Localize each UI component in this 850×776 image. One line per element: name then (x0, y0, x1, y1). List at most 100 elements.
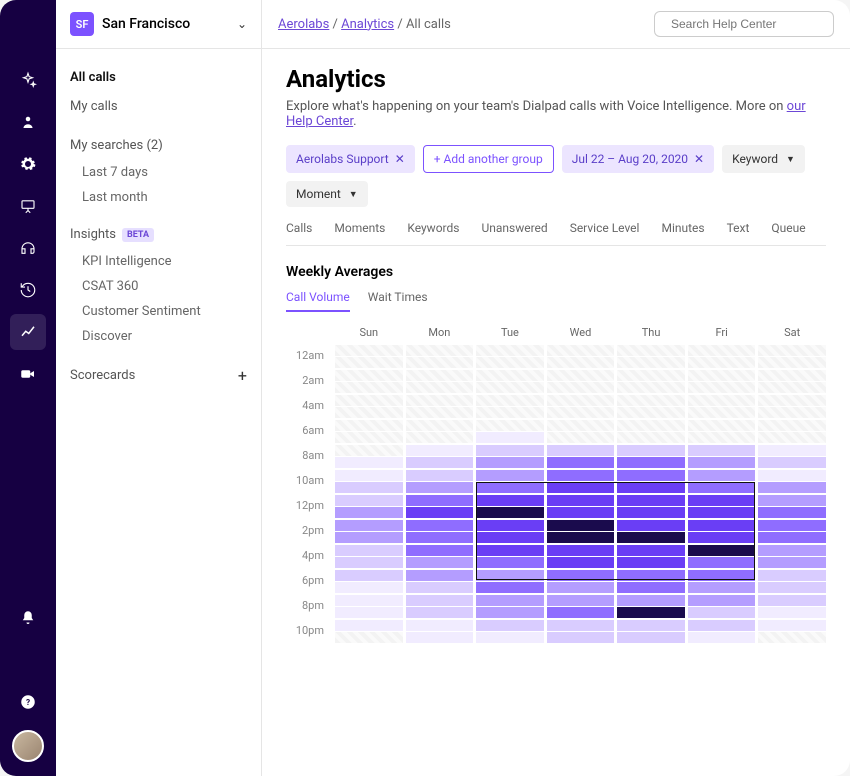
tab-minutes[interactable]: Minutes (661, 221, 704, 245)
headset-icon[interactable] (10, 230, 46, 266)
tab-service-level[interactable]: Service Level (570, 221, 640, 245)
heatmap-cell (547, 345, 615, 367)
heatmap-cell (406, 470, 474, 492)
search-field[interactable] (671, 17, 826, 31)
heatmap-cell (406, 445, 474, 467)
heatmap-cell (335, 345, 403, 367)
heatmap-cell (476, 495, 544, 517)
subtab-wait-times[interactable]: Wait Times (368, 290, 428, 312)
heatmap-cell (758, 520, 826, 542)
heatmap-cell (335, 595, 403, 617)
heatmap-cell (406, 395, 474, 417)
heatmap-hour-label: 10am (286, 470, 332, 492)
sidebar-all-calls[interactable]: All calls (56, 63, 261, 92)
heatmap-cell (688, 395, 756, 417)
tab-text[interactable]: Text (727, 221, 750, 245)
tab-unanswered[interactable]: Unanswered (481, 221, 547, 245)
add-group-button[interactable]: + Add another group (423, 145, 554, 173)
heatmap-hour-label: 4am (286, 395, 332, 417)
heatmap-cell (547, 445, 615, 467)
location-badge: SF (70, 12, 94, 36)
heatmap-cell (547, 420, 615, 442)
close-icon[interactable]: ✕ (395, 152, 405, 166)
sidebar-insights[interactable]: Insights BETA (56, 220, 261, 249)
chevron-down-icon: ▼ (786, 154, 795, 165)
presentation-icon[interactable] (10, 188, 46, 224)
heatmap-cell (547, 620, 615, 642)
sidebar-search-item[interactable]: Last 7 days (56, 160, 261, 185)
heatmap-cell (406, 595, 474, 617)
location-selector[interactable]: SF San Francisco ⌄ (56, 0, 261, 49)
heatmap-hour-label: 2pm (286, 520, 332, 542)
video-icon[interactable] (10, 356, 46, 392)
topbar: Aerolabs / Analytics / All calls (262, 0, 850, 49)
heatmap-cell (335, 420, 403, 442)
page-title: Analytics (286, 65, 826, 93)
heatmap-day-label: Sun (335, 326, 403, 339)
heatmap-cell (758, 495, 826, 517)
heatmap-cell (617, 545, 685, 567)
filter-group-chip[interactable]: Aerolabs Support ✕ (286, 145, 415, 173)
heatmap-hour-label: 8pm (286, 595, 332, 617)
filter-moment[interactable]: Moment▼ (286, 181, 368, 207)
heatmap-cell (758, 395, 826, 417)
heatmap-cell (406, 495, 474, 517)
heatmap-cell (335, 545, 403, 567)
heatmap-cell (335, 520, 403, 542)
heatmap-cell (547, 370, 615, 392)
gear-icon[interactable] (10, 146, 46, 182)
analytics-icon[interactable] (10, 314, 46, 350)
heatmap-cell (617, 570, 685, 592)
heatmap-day-label: Wed (547, 326, 615, 339)
bell-icon[interactable] (10, 600, 46, 636)
filter-date-chip[interactable]: Jul 22 – Aug 20, 2020 ✕ (562, 145, 714, 173)
sparkle-icon[interactable] (10, 62, 46, 98)
heatmap-cell (476, 470, 544, 492)
sidebar-insight-item[interactable]: KPI Intelligence (56, 249, 261, 274)
heatmap-cell (406, 345, 474, 367)
user-avatar[interactable] (12, 730, 44, 762)
heatmap-hour-label: 4pm (286, 545, 332, 567)
tab-moments[interactable]: Moments (334, 221, 385, 245)
main: Aerolabs / Analytics / All calls Analyti… (262, 0, 850, 776)
filter-keyword[interactable]: Keyword▼ (722, 145, 805, 173)
sidebar-scorecards[interactable]: Scorecards + (56, 359, 261, 392)
close-icon[interactable]: ✕ (694, 152, 704, 166)
tab-keywords[interactable]: Keywords (407, 221, 459, 245)
person-icon[interactable] (10, 104, 46, 140)
sidebar-my-searches[interactable]: My searches (2) (56, 131, 261, 160)
history-icon[interactable] (10, 272, 46, 308)
heatmap-cell (758, 345, 826, 367)
sidebar-my-calls[interactable]: My calls (56, 92, 261, 121)
heatmap-hour-label: 6am (286, 420, 332, 442)
sidebar-insight-item[interactable]: Discover (56, 324, 261, 349)
heatmap-hour-label: 10pm (286, 620, 332, 642)
heatmap-cell (617, 345, 685, 367)
sidebar-search-item[interactable]: Last month (56, 185, 261, 210)
heatmap-cell (688, 445, 756, 467)
search-input[interactable] (654, 11, 834, 37)
app-logo-icon[interactable] (14, 14, 42, 42)
heatmap-cell (688, 545, 756, 567)
tab-queue[interactable]: Queue (771, 221, 805, 245)
subtab-call-volume[interactable]: Call Volume (286, 290, 350, 312)
metric-tabs: Calls Moments Keywords Unanswered Service Le… (286, 221, 826, 246)
breadcrumb-link[interactable]: Aerolabs (278, 17, 329, 32)
help-icon[interactable]: ? (10, 684, 46, 720)
sidebar-insight-item[interactable]: Customer Sentiment (56, 299, 261, 324)
heatmap-cell (547, 395, 615, 417)
heatmap-cell (547, 495, 615, 517)
heatmap-cell (406, 545, 474, 567)
breadcrumb-link[interactable]: Analytics (341, 17, 394, 32)
plus-icon[interactable]: + (238, 366, 247, 385)
heatmap-cell (476, 520, 544, 542)
chat-icon[interactable] (10, 642, 46, 678)
heatmap-cell (617, 470, 685, 492)
heatmap-cell (335, 445, 403, 467)
heatmap-hour-label: 2am (286, 370, 332, 392)
tab-calls[interactable]: Calls (286, 221, 312, 245)
heatmap-hour-label: 6pm (286, 570, 332, 592)
heatmap-cell (406, 370, 474, 392)
heatmap-header: SunMonTueWedThuFriSat (286, 326, 826, 339)
sidebar-insight-item[interactable]: CSAT 360 (56, 274, 261, 299)
